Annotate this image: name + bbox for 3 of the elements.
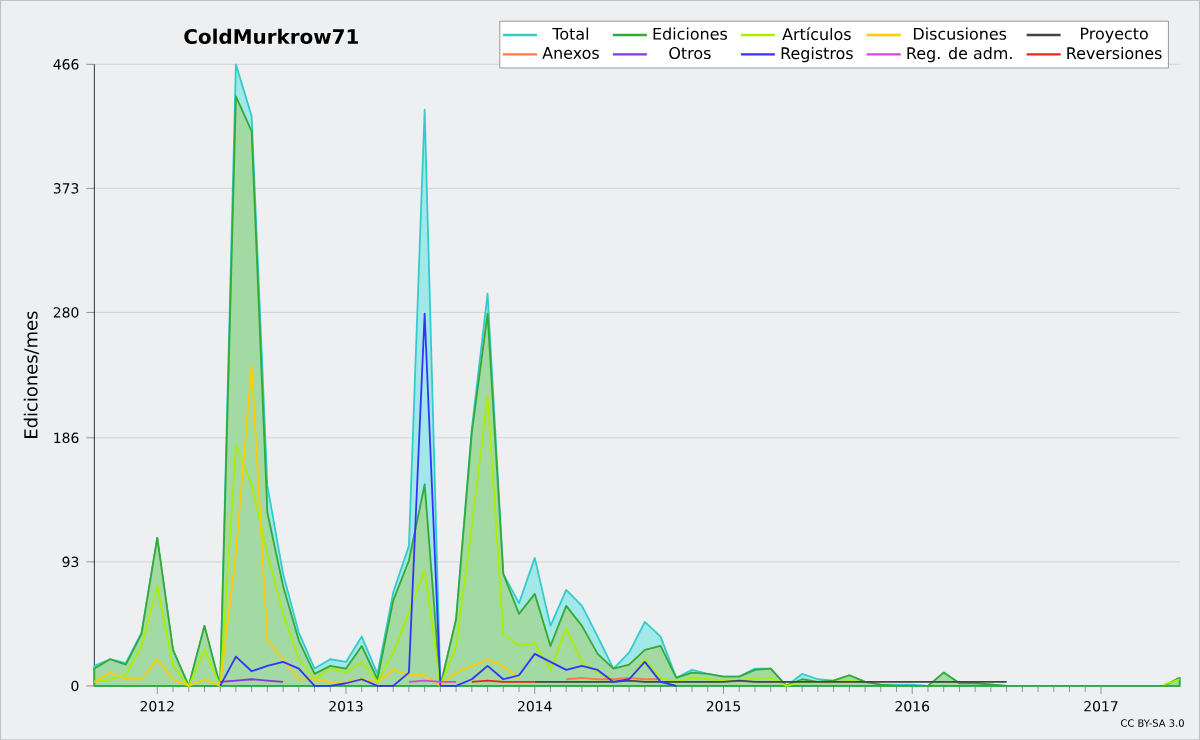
line-series — [219, 312, 678, 687]
y-axis-title: Ediciones/mes — [23, 311, 40, 438]
chart-title: ColdMurkrow71 — [184, 28, 358, 44]
